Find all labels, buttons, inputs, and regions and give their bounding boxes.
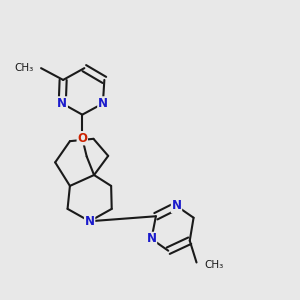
Text: N: N (57, 97, 67, 110)
Text: N: N (98, 97, 108, 110)
Text: O: O (77, 132, 87, 145)
Text: N: N (146, 232, 157, 245)
Text: N: N (172, 200, 182, 212)
Text: CH₃: CH₃ (204, 260, 223, 270)
Text: N: N (85, 215, 94, 228)
Text: CH₃: CH₃ (14, 63, 34, 73)
